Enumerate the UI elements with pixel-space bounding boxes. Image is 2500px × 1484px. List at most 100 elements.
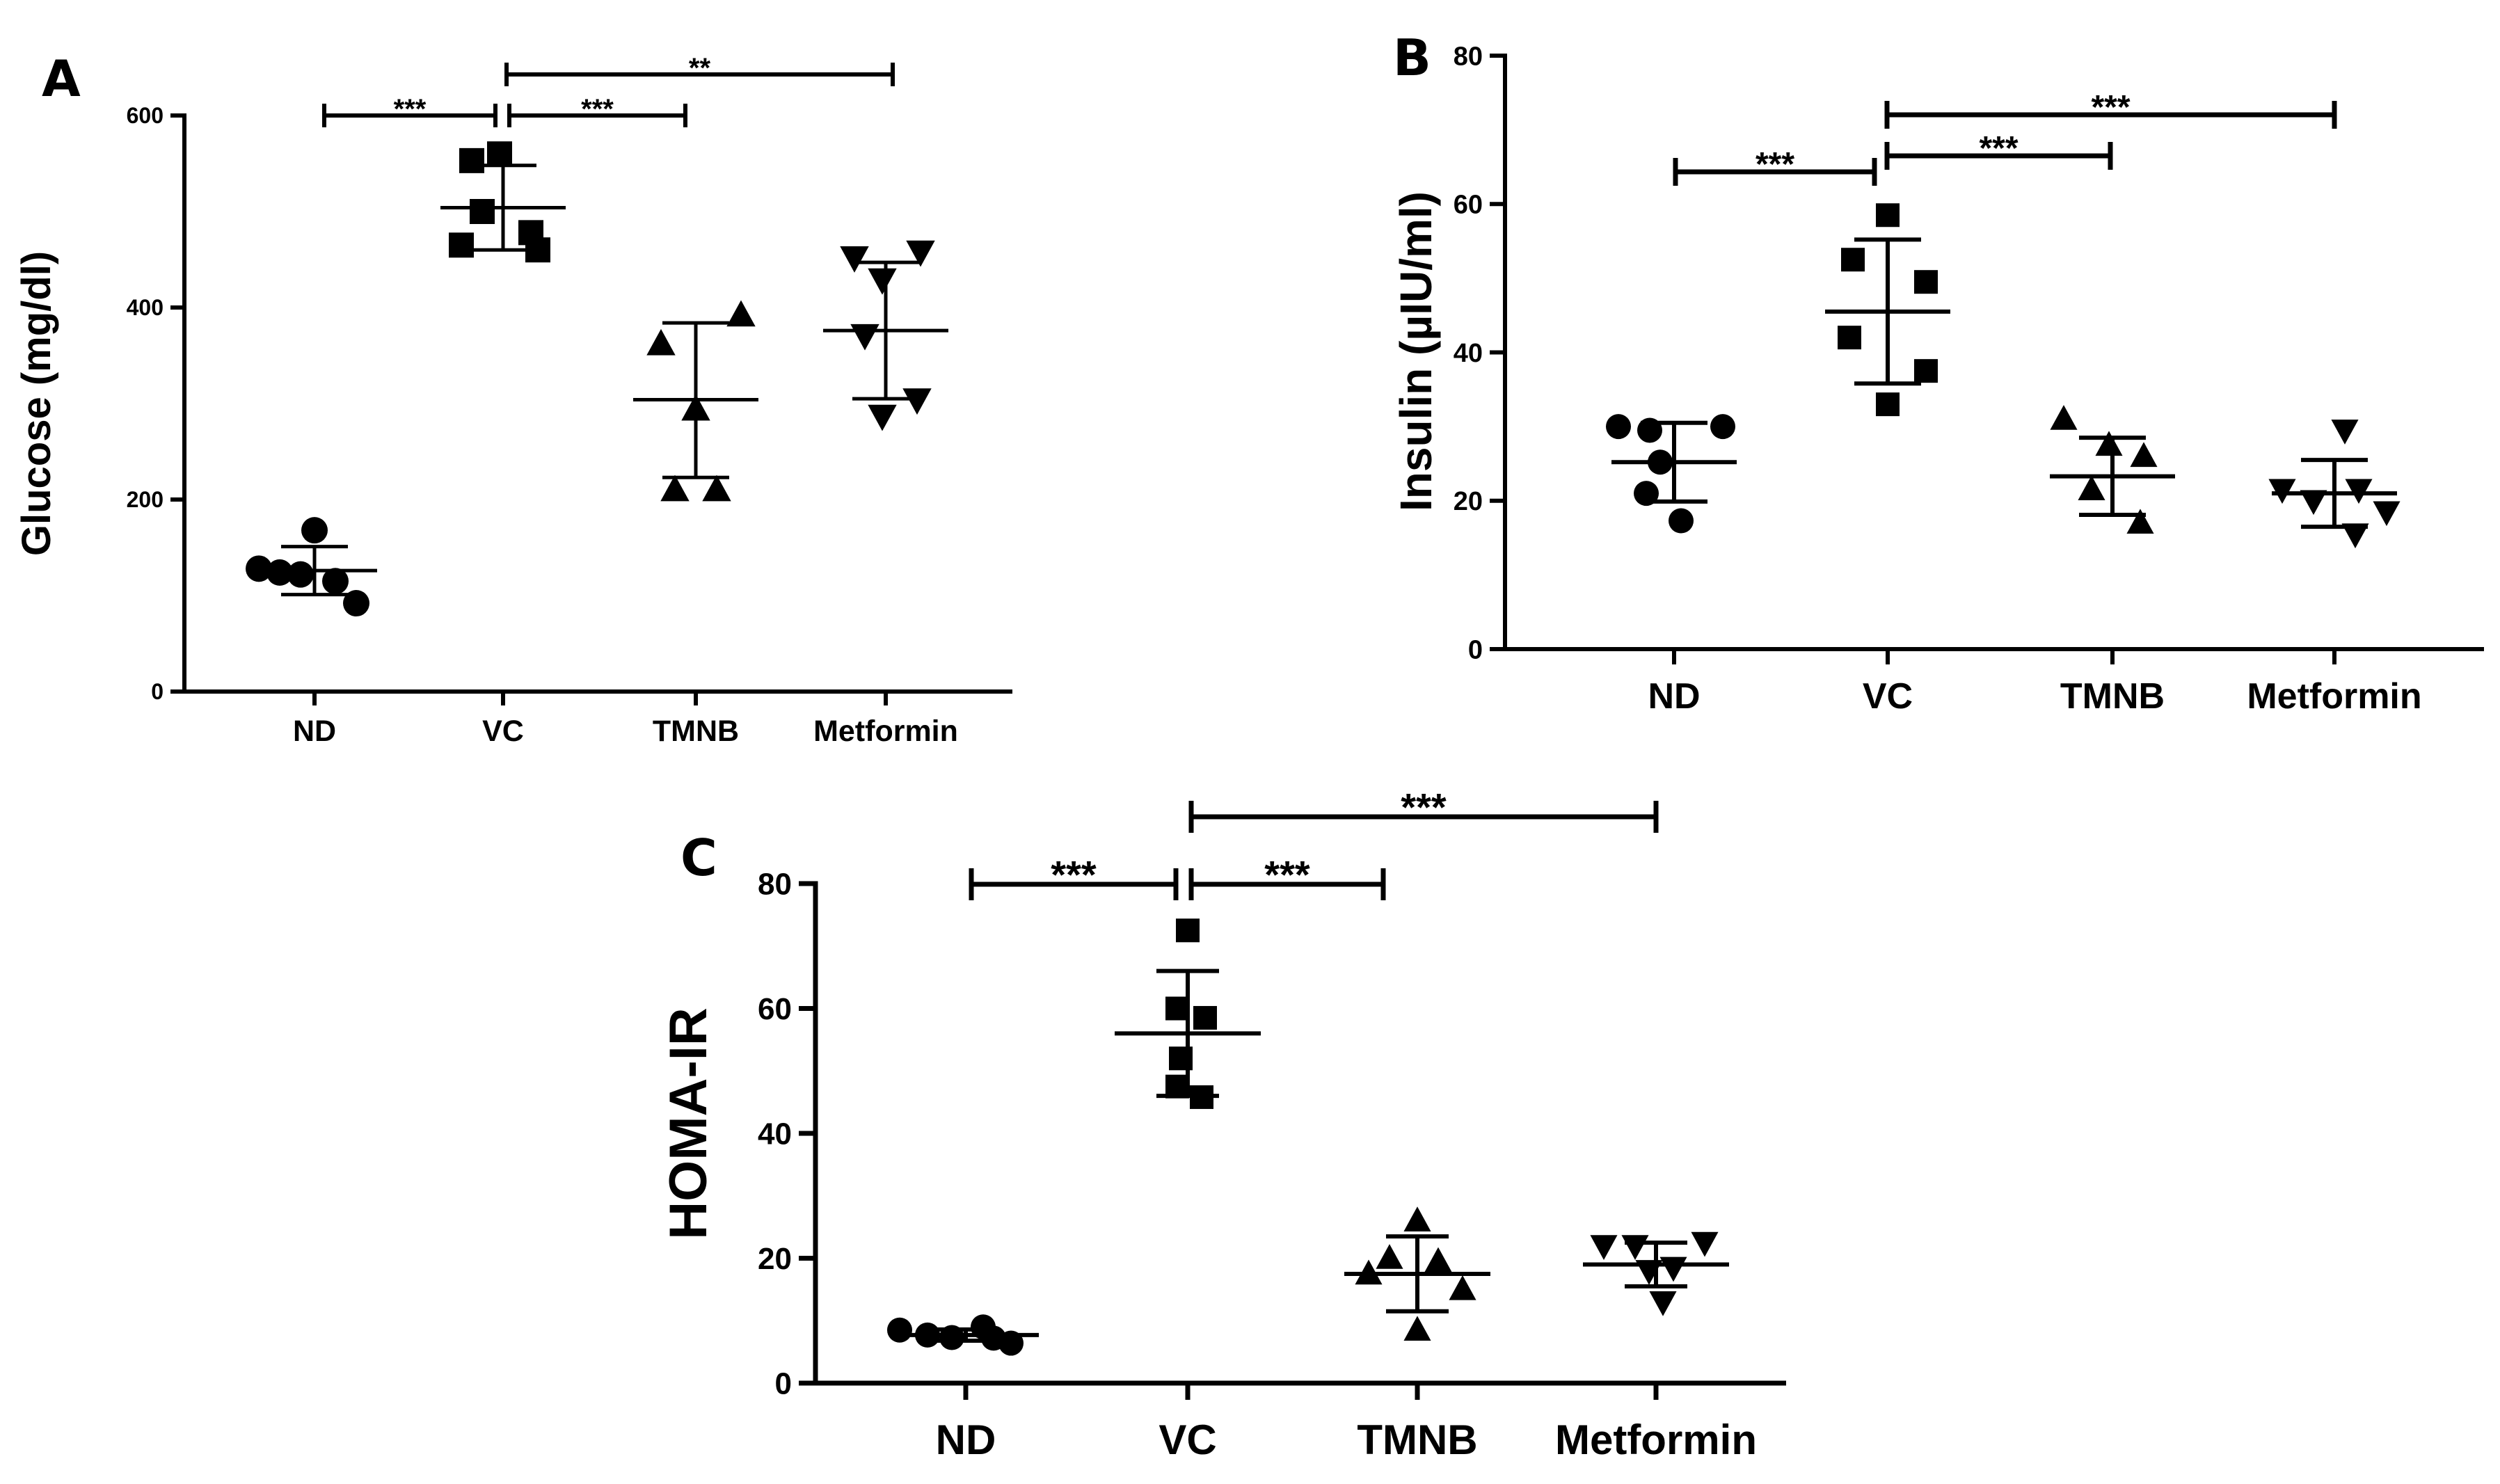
significance-bracket: ** xyxy=(504,53,895,86)
data-point xyxy=(1621,1235,1649,1260)
significance-label: *** xyxy=(2091,89,2130,126)
significance-label: ** xyxy=(689,53,711,83)
data-point xyxy=(1669,508,1694,534)
significance-label: *** xyxy=(1051,853,1097,897)
data-point xyxy=(660,474,690,502)
y-tick-label: 60 xyxy=(1454,191,1483,220)
y-tick-label: 400 xyxy=(127,295,164,320)
significance-bracket: *** xyxy=(1884,89,2337,129)
y-tick-label: 40 xyxy=(1454,339,1483,368)
series-vc xyxy=(1115,918,1261,1109)
data-point xyxy=(2078,475,2105,501)
y-tick-label: 600 xyxy=(127,103,164,128)
data-point xyxy=(2126,509,2154,534)
data-point xyxy=(301,517,328,544)
data-point xyxy=(487,141,512,167)
data-point xyxy=(1424,1247,1452,1272)
y-tick-label: 200 xyxy=(127,487,164,512)
data-point xyxy=(1914,270,1938,294)
data-point xyxy=(449,232,474,258)
data-point xyxy=(1841,248,1865,272)
significance-bracket: *** xyxy=(1188,785,1659,833)
series-nd xyxy=(246,517,377,617)
data-point xyxy=(2130,442,2158,468)
data-point xyxy=(902,388,932,415)
significance-label: *** xyxy=(1401,785,1447,829)
data-point xyxy=(1710,414,1735,440)
panel-c: C 0 20 40 60 80 ND VC TMNB Metformin HOMA-IR *** ***… xyxy=(659,785,1786,1463)
significance-label: *** xyxy=(1264,853,1310,897)
data-point xyxy=(887,1317,912,1343)
x-category-label: ND xyxy=(936,1417,996,1463)
data-point xyxy=(1649,1291,1677,1316)
x-category-label: ND xyxy=(293,715,336,748)
data-point xyxy=(1403,1316,1431,1341)
x-category-label: Metformin xyxy=(2247,676,2421,717)
data-point xyxy=(906,240,935,267)
data-point xyxy=(1914,359,1938,383)
y-tick-label: 80 xyxy=(1454,42,1483,71)
y-tick-label: 80 xyxy=(758,867,792,901)
x-category-label: VC xyxy=(482,715,524,748)
significance-label: *** xyxy=(1979,130,2018,167)
significance-label: *** xyxy=(581,94,614,125)
data-point xyxy=(1165,996,1189,1021)
data-point xyxy=(2095,431,2123,456)
significance-bracket: *** xyxy=(322,94,497,127)
significance-bracket: *** xyxy=(1188,853,1386,900)
data-point xyxy=(266,559,293,586)
data-point xyxy=(246,555,272,582)
x-category-label: ND xyxy=(1648,676,1700,717)
series-nd xyxy=(887,1314,1039,1356)
data-point xyxy=(322,568,349,595)
data-point xyxy=(1376,1244,1403,1269)
y-tick-label: 20 xyxy=(1454,487,1483,516)
data-point xyxy=(1659,1256,1687,1282)
x-category-label: Metformin xyxy=(813,715,958,748)
significance-bracket: *** xyxy=(1673,146,1877,186)
data-point xyxy=(1590,1235,1618,1260)
significance-label: *** xyxy=(1755,146,1794,183)
data-point xyxy=(1838,326,1861,350)
y-tick-label: 40 xyxy=(758,1117,792,1151)
series-vc xyxy=(440,141,566,263)
data-point xyxy=(470,199,495,224)
data-point xyxy=(2341,523,2369,549)
data-point xyxy=(1876,392,1900,417)
y-tick-label: 0 xyxy=(1468,635,1483,664)
series-metformin xyxy=(823,240,948,431)
data-point xyxy=(726,300,756,327)
data-point xyxy=(1876,203,1900,228)
data-point xyxy=(2373,501,2401,527)
panel-b: B 0 20 40 60 80 ND VC TMNB Metformin Insulin (µIU/… xyxy=(1391,29,2484,717)
data-point xyxy=(1193,1005,1217,1030)
series-tmnb xyxy=(633,300,758,502)
significance-bracket: *** xyxy=(969,853,1179,900)
data-point xyxy=(2050,405,2078,430)
y-tick-label: 60 xyxy=(758,992,792,1026)
significance-label: *** xyxy=(394,94,427,125)
data-point xyxy=(1403,1206,1431,1231)
y-axis-title: Insulin (µIU/ml) xyxy=(1391,191,1441,511)
y-axis-title: HOMA-IR xyxy=(659,1007,718,1240)
data-point xyxy=(646,328,676,356)
panel-a: A 0 200 400 600 ND VC TMNB Metformin Glucose (mg/… xyxy=(14,49,1012,748)
significance-bracket: *** xyxy=(1884,130,2113,170)
series-tmnb xyxy=(1344,1206,1490,1341)
y-axis-title: Glucose (mg/dl) xyxy=(14,251,59,556)
x-category-label: TMNB xyxy=(653,715,739,748)
series-vc xyxy=(1825,203,1950,417)
series-metformin xyxy=(1583,1231,1729,1316)
panel-letter: B xyxy=(1393,29,1431,87)
y-tick-label: 0 xyxy=(775,1366,792,1401)
data-point xyxy=(1691,1231,1719,1257)
y-tick-label: 0 xyxy=(151,679,164,704)
x-category-label: TMNB xyxy=(1357,1417,1477,1463)
x-category-label: VC xyxy=(1159,1417,1216,1463)
panel-letter: A xyxy=(42,49,81,108)
data-point xyxy=(850,324,879,351)
y-tick-label: 20 xyxy=(758,1242,792,1276)
data-point xyxy=(287,561,314,588)
panel-letter: C xyxy=(680,829,717,887)
data-point xyxy=(868,404,897,431)
